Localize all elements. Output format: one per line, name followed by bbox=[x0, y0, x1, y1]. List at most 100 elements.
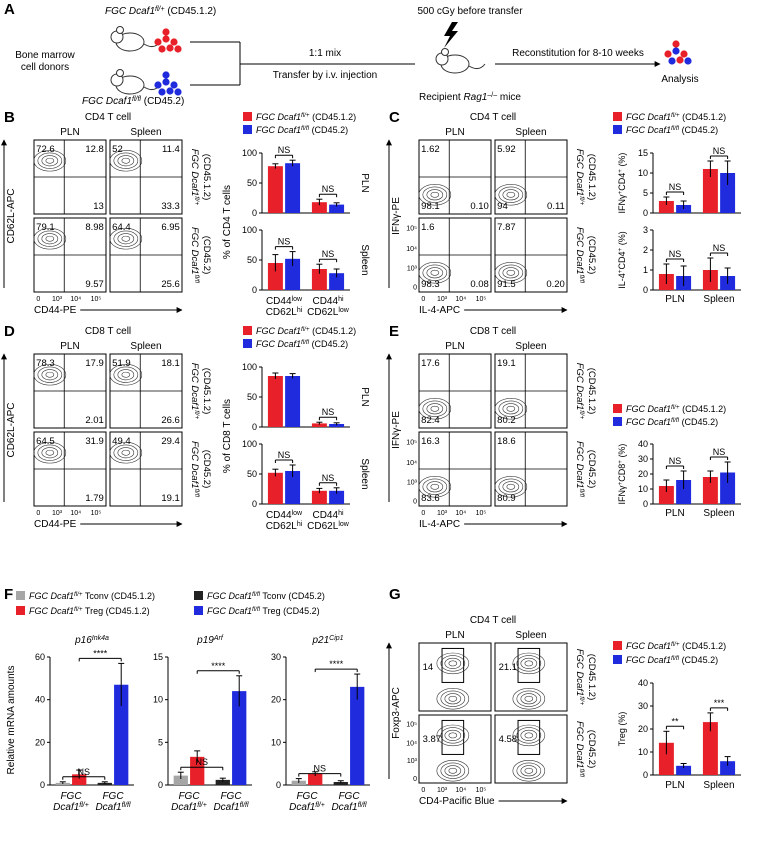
text-part: CD44 bbox=[312, 510, 338, 521]
significance-label: **** bbox=[329, 659, 344, 669]
gate-value: 18.1 bbox=[161, 358, 180, 369]
cell-dot bbox=[170, 81, 178, 89]
gate-value: 49.4 bbox=[112, 436, 131, 447]
contour bbox=[113, 444, 139, 461]
text-part: + bbox=[617, 269, 624, 273]
text-part: p19 bbox=[196, 635, 214, 646]
text-part: Dcaf1 bbox=[95, 802, 121, 813]
text-part: FGC Dcaf1 bbox=[29, 591, 74, 601]
legend-label: FGC Dcaf1fl/+ Tconv (CD45.1.2) bbox=[29, 591, 155, 602]
y-tick-label: 0 bbox=[643, 499, 648, 509]
text-part: CD44 bbox=[312, 296, 338, 307]
bar bbox=[72, 774, 87, 785]
cell-dot bbox=[166, 87, 174, 95]
x-tick-label: 10⁴ bbox=[70, 510, 81, 517]
text-part: CD62L bbox=[307, 521, 339, 532]
bar bbox=[658, 742, 674, 775]
gate-value: 79.1 bbox=[36, 222, 55, 233]
y-tick-label: 0 bbox=[252, 499, 257, 509]
row-label: FGC Dcaf1fl/fl bbox=[189, 227, 201, 284]
y-tick-label: 60 bbox=[35, 652, 45, 662]
text-part: fl/+ bbox=[579, 410, 586, 419]
contour bbox=[444, 693, 462, 705]
contour bbox=[524, 660, 534, 667]
x-tick-label: 0 bbox=[36, 296, 40, 303]
contour bbox=[520, 693, 538, 705]
legend-swatch bbox=[613, 125, 622, 134]
gate-value: 9.57 bbox=[85, 279, 104, 290]
contour bbox=[516, 655, 542, 672]
text-part: FGC Dcaf1 bbox=[626, 641, 671, 651]
gate-value: 83.6 bbox=[421, 493, 440, 504]
contour bbox=[506, 405, 516, 412]
row-label: Spleen bbox=[359, 244, 370, 275]
text-part: FGC bbox=[60, 791, 82, 802]
chart-title: p19Arf bbox=[196, 635, 224, 647]
text-part: hi bbox=[297, 307, 303, 314]
gate-value: 0.20 bbox=[546, 279, 565, 290]
category-label: CD44hi bbox=[312, 510, 343, 522]
text-part: FGC Dcaf1 bbox=[626, 112, 671, 122]
contour bbox=[516, 762, 542, 779]
row-label: Spleen bbox=[359, 458, 370, 489]
text-part: FGC Dcaf1 bbox=[189, 363, 200, 411]
gate-value: 52 bbox=[112, 144, 123, 155]
text-part: fl/+ bbox=[301, 326, 310, 333]
y-tick-label: 2 bbox=[643, 245, 648, 255]
bar bbox=[311, 269, 327, 290]
gate-value: 11.4 bbox=[162, 144, 180, 155]
x-tick-label: 10⁵ bbox=[91, 510, 102, 517]
contour bbox=[426, 403, 444, 415]
contour bbox=[117, 369, 135, 381]
significance-label: NS bbox=[278, 237, 291, 247]
contour bbox=[430, 405, 440, 412]
column-label: Spleen bbox=[130, 341, 161, 352]
gate-value: 14 bbox=[423, 662, 434, 673]
contour bbox=[418, 476, 452, 498]
category-label: FGC bbox=[296, 791, 318, 802]
y-tick-label: 0 bbox=[158, 780, 163, 790]
y-tick-label: 50 bbox=[247, 392, 257, 402]
text-part: Recipient bbox=[419, 92, 463, 103]
gate bbox=[441, 719, 465, 755]
text-part: Ink4a bbox=[92, 635, 109, 642]
x-tick-label: 0 bbox=[36, 510, 40, 517]
y-tick-label: 10³ bbox=[407, 758, 418, 765]
contour bbox=[502, 267, 520, 279]
contour bbox=[418, 262, 452, 284]
text-part: (CD45.1.2) bbox=[310, 112, 357, 122]
gate-value: 25.6 bbox=[161, 279, 180, 290]
contour bbox=[436, 652, 470, 675]
x-tick-label: 10⁴ bbox=[455, 510, 466, 517]
row-label: (CD45.2) bbox=[201, 450, 212, 489]
panel-title: CD4 T cell bbox=[470, 615, 516, 626]
legend-swatch bbox=[243, 339, 252, 348]
step-label: Analysis bbox=[661, 74, 698, 85]
y-tick-label: 10 bbox=[153, 695, 163, 705]
text-part: fl/fl bbox=[132, 96, 141, 103]
y-tick-label: 10⁴ bbox=[406, 246, 417, 253]
bar bbox=[311, 423, 327, 427]
bar bbox=[702, 722, 718, 775]
contour bbox=[117, 155, 135, 167]
category-label: Dcaf1fl/fl bbox=[95, 802, 131, 814]
gate-value: 31.9 bbox=[85, 436, 104, 447]
text-part: CD44 bbox=[266, 510, 292, 521]
text-part: FGC Dcaf1 bbox=[626, 125, 671, 135]
bar bbox=[308, 773, 323, 785]
gate-value: 80.2 bbox=[497, 415, 516, 426]
x-tick-label: 10⁵ bbox=[476, 296, 487, 303]
row-label: (CD45.1.2) bbox=[201, 368, 212, 414]
donor-caption: cell donors bbox=[21, 62, 69, 73]
y-tick-label: 10⁵ bbox=[406, 225, 417, 232]
gate-value: 51.9 bbox=[112, 358, 131, 369]
text-part: FGC Dcaf1 bbox=[574, 363, 585, 411]
legend-label: FGC Dcaf1fl/+ (CD45.1.2) bbox=[256, 326, 356, 337]
gate-value: 29.4 bbox=[161, 436, 180, 447]
gate-value: 19.1 bbox=[161, 493, 180, 504]
row-label: (CD45.1.2) bbox=[586, 154, 597, 200]
cell-dot bbox=[664, 50, 672, 58]
x-axis-label: IL-4-APC bbox=[419, 305, 460, 316]
text-part: + bbox=[617, 247, 624, 251]
category-label: Spleen bbox=[703, 508, 734, 519]
